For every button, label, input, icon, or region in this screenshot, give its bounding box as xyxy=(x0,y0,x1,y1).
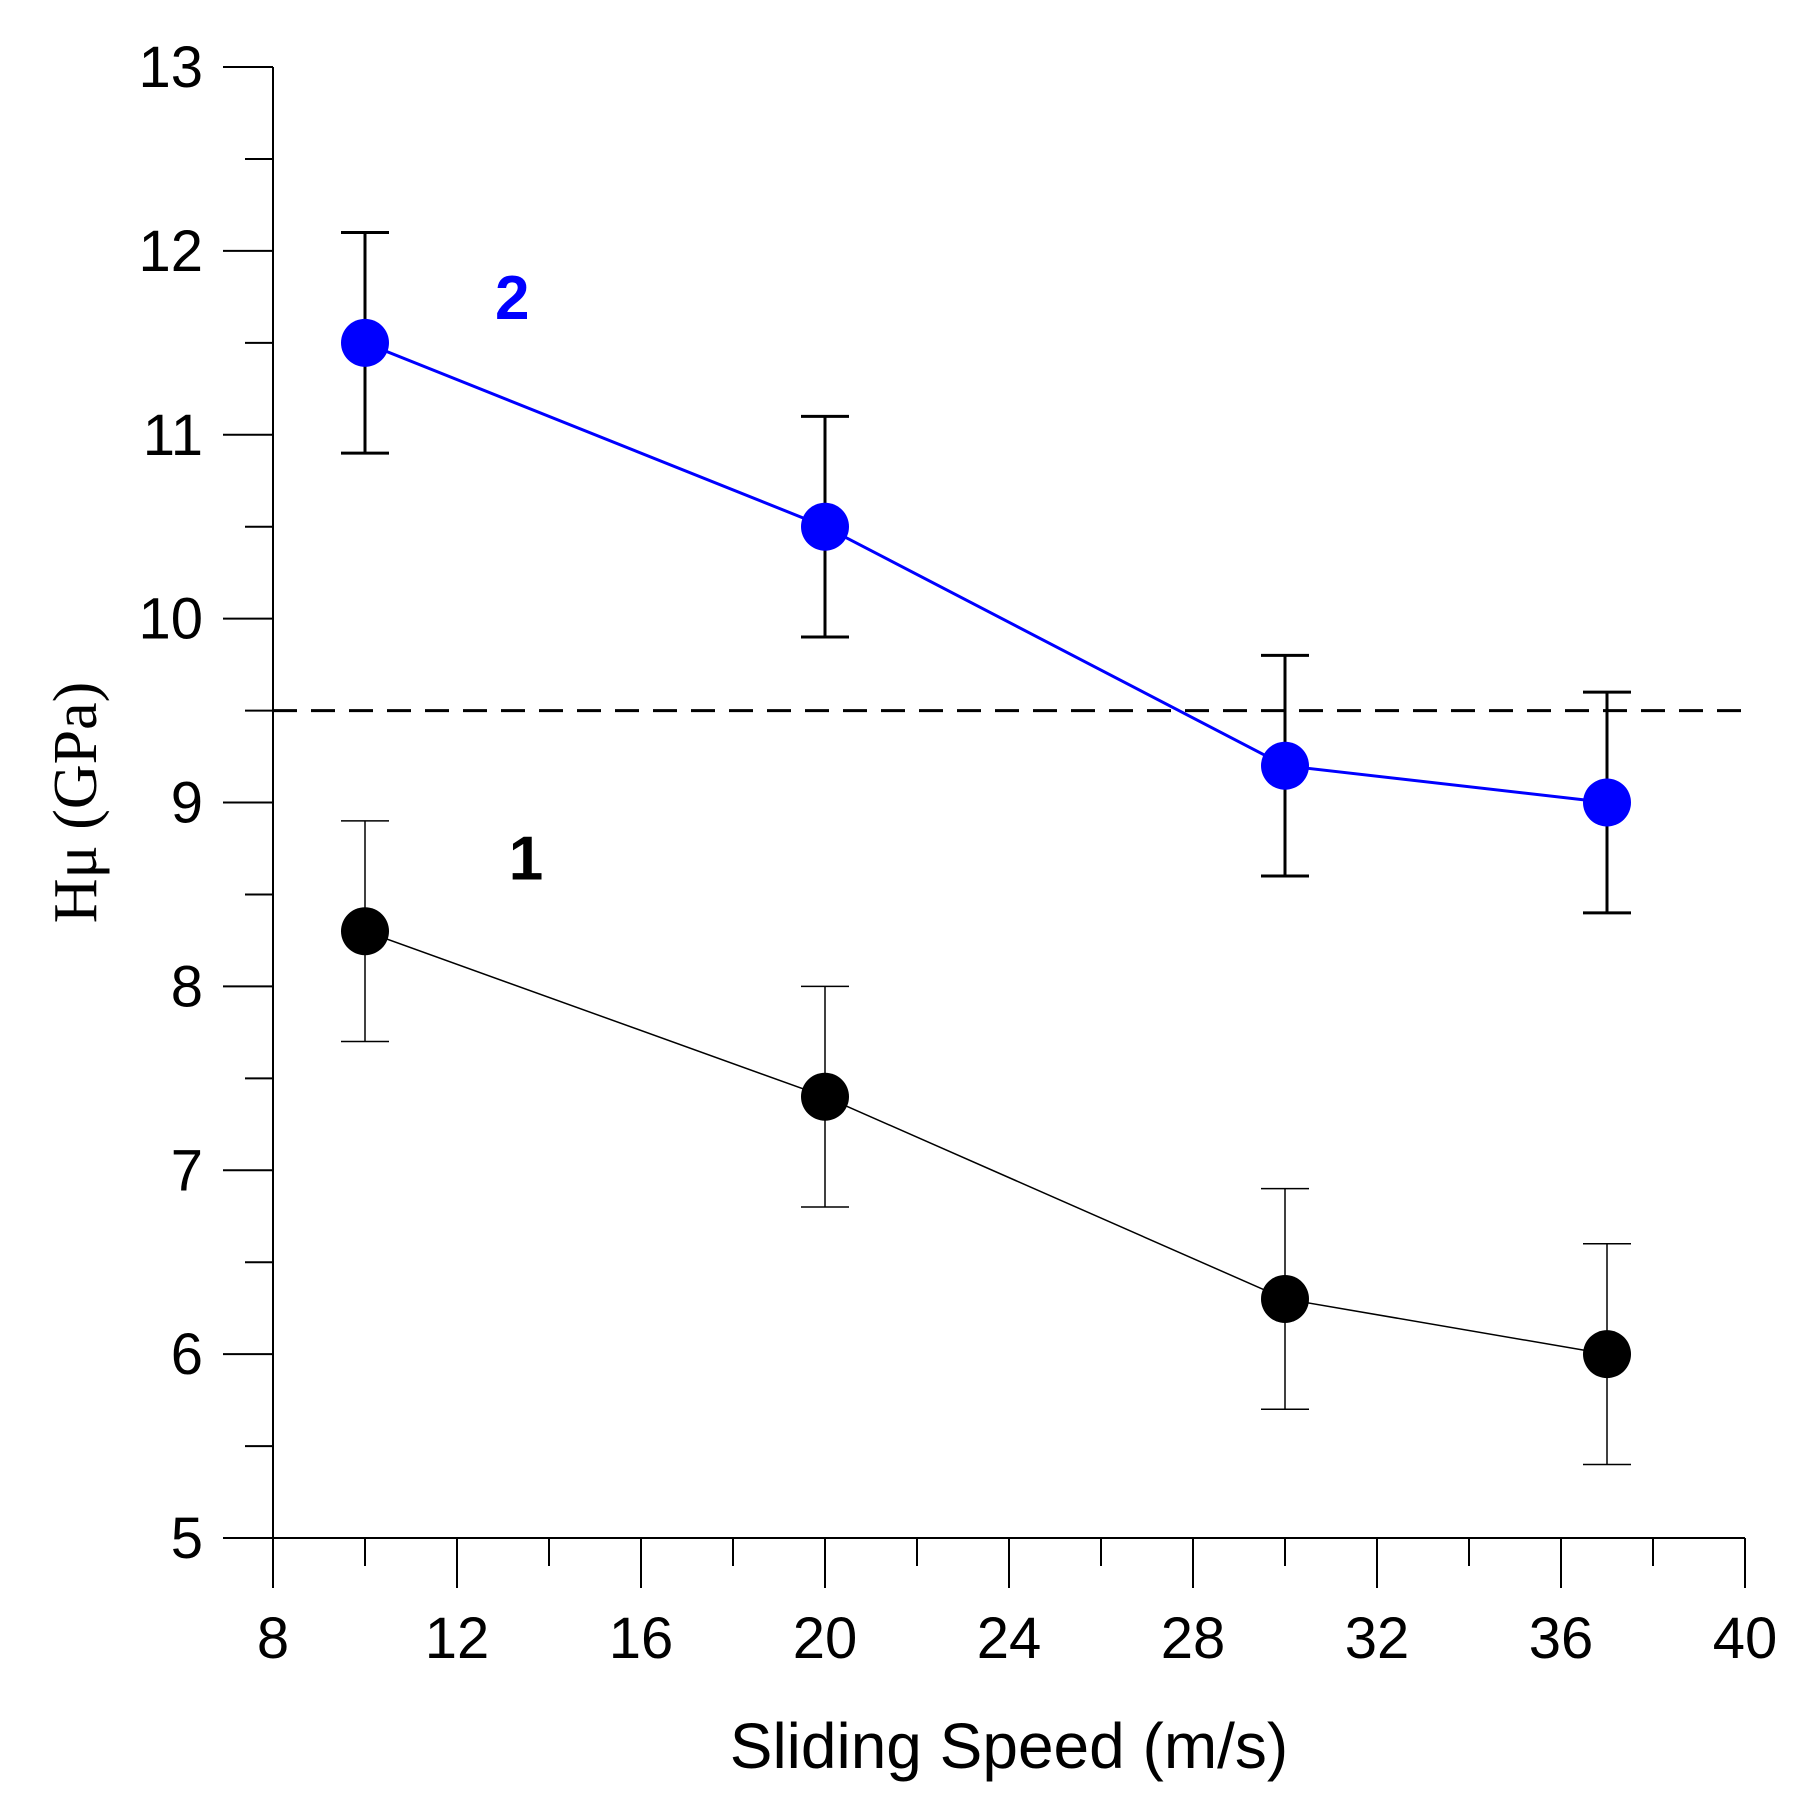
y-tick-label: 12 xyxy=(138,219,203,284)
data-point xyxy=(801,1072,849,1121)
x-tick-label: 32 xyxy=(1345,1606,1410,1671)
series-group: 12 xyxy=(341,230,1631,1466)
series-2-line xyxy=(364,341,1608,804)
x-tick-label: 28 xyxy=(1161,1606,1226,1671)
y-tick-label: 5 xyxy=(171,1506,203,1571)
series-1: 1 xyxy=(341,820,1631,1466)
series-1-label: 1 xyxy=(509,825,543,894)
y-tick-label: 11 xyxy=(143,403,203,468)
series-1-line xyxy=(364,930,1608,1355)
x-tick-label: 40 xyxy=(1713,1606,1778,1671)
x-tick-label: 16 xyxy=(609,1606,674,1671)
x-tick-label: 8 xyxy=(257,1606,289,1671)
x-tick-label: 24 xyxy=(977,1606,1042,1671)
y-tick-label: 13 xyxy=(138,35,203,100)
y-tick-label: 10 xyxy=(138,587,203,652)
data-point xyxy=(1261,741,1309,790)
data-point xyxy=(341,318,389,367)
x-tick-label: 36 xyxy=(1529,1606,1594,1671)
y-tick-label: 7 xyxy=(171,1138,203,1203)
data-point xyxy=(341,907,389,956)
y-tick-label: 6 xyxy=(171,1322,203,1387)
x-tick-label: 12 xyxy=(425,1606,490,1671)
y-tick-label: 9 xyxy=(171,771,203,836)
x-tick-label: 20 xyxy=(793,1606,858,1671)
data-point xyxy=(1583,1330,1631,1379)
data-point xyxy=(1261,1274,1309,1323)
y-tick-label: 8 xyxy=(171,954,203,1019)
series-2-label: 2 xyxy=(495,264,529,333)
series-2: 2 xyxy=(341,230,1631,915)
data-point xyxy=(801,502,849,551)
x-axis-title: Sliding Speed (m/s) xyxy=(730,1710,1288,1782)
data-point xyxy=(1583,778,1631,827)
y-axis-title: Hμ (GPa) xyxy=(42,682,110,924)
